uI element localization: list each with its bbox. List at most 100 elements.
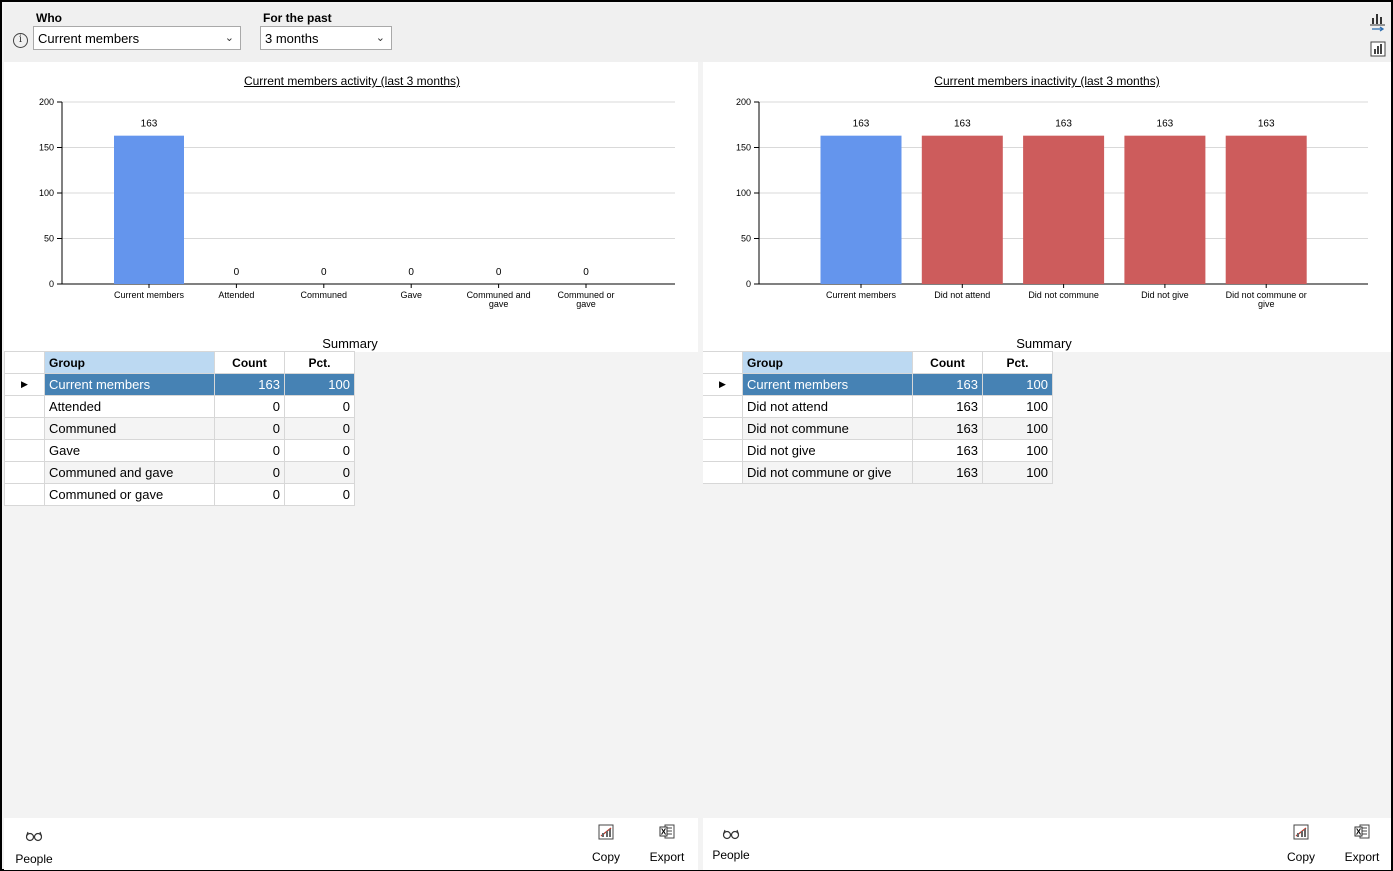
cell-pct[interactable]: 100 bbox=[284, 373, 355, 396]
right-people-button[interactable]: People bbox=[707, 818, 755, 862]
cell-pct[interactable]: 100 bbox=[982, 373, 1053, 396]
left-copy-button[interactable]: Copy bbox=[584, 818, 628, 864]
cell-pct[interactable]: 0 bbox=[284, 395, 355, 418]
row-header[interactable] bbox=[4, 483, 45, 506]
chart-swap-icon[interactable] bbox=[1369, 12, 1387, 32]
cell-group[interactable]: Communed or gave bbox=[44, 483, 215, 506]
who-select[interactable]: Current members ⌄ bbox=[33, 26, 241, 50]
x-tick-label: Did not give bbox=[1141, 290, 1189, 300]
cell-count[interactable]: 163 bbox=[912, 417, 983, 440]
cell-group[interactable]: Did not give bbox=[742, 439, 913, 462]
column-header-count[interactable]: Count bbox=[214, 351, 285, 374]
cell-pct[interactable]: 0 bbox=[284, 461, 355, 484]
table-row[interactable]: Did not commune 163 100 bbox=[702, 417, 1053, 440]
y-tick-label: 200 bbox=[39, 97, 54, 107]
table-row[interactable]: Did not give 163 100 bbox=[702, 439, 1053, 462]
x-tick-label: Current members bbox=[114, 290, 185, 300]
cell-count[interactable]: 163 bbox=[912, 439, 983, 462]
cell-pct[interactable]: 0 bbox=[284, 439, 355, 462]
cell-pct[interactable]: 100 bbox=[982, 439, 1053, 462]
data-label: 163 bbox=[141, 119, 158, 130]
cell-group[interactable]: Current members bbox=[44, 373, 215, 396]
cell-count[interactable]: 163 bbox=[214, 373, 285, 396]
left-people-button[interactable]: People bbox=[10, 818, 58, 866]
cell-group[interactable]: Did not commune bbox=[742, 417, 913, 440]
left-chart-title[interactable]: Current members activity (last 3 months) bbox=[243, 74, 461, 88]
row-header[interactable] bbox=[4, 395, 45, 418]
cell-count[interactable]: 0 bbox=[214, 439, 285, 462]
x-tick-label: Attended bbox=[218, 290, 254, 300]
row-header[interactable] bbox=[4, 461, 45, 484]
table-row[interactable]: Did not attend 163 100 bbox=[702, 395, 1053, 418]
cell-pct[interactable]: 100 bbox=[982, 395, 1053, 418]
column-header-group[interactable]: Group bbox=[44, 351, 215, 374]
y-tick-label: 200 bbox=[736, 97, 751, 107]
period-select[interactable]: 3 months ⌄ bbox=[260, 26, 392, 50]
table-row[interactable]: Communed 0 0 bbox=[4, 417, 355, 440]
chart-numbers-icon[interactable] bbox=[1370, 41, 1386, 57]
x-tick-label: Communed bbox=[301, 290, 348, 300]
right-export-button[interactable]: X Export bbox=[1339, 818, 1385, 864]
cell-group[interactable]: Current members bbox=[742, 373, 913, 396]
cell-group[interactable]: Did not attend bbox=[742, 395, 913, 418]
who-select-value: Current members bbox=[38, 31, 140, 46]
row-header[interactable] bbox=[4, 439, 45, 462]
cell-group[interactable]: Gave bbox=[44, 439, 215, 462]
cell-count[interactable]: 0 bbox=[214, 461, 285, 484]
y-tick-label: 150 bbox=[39, 143, 54, 153]
cell-count[interactable]: 163 bbox=[912, 373, 983, 396]
copy-label: Copy bbox=[1286, 850, 1315, 864]
svg-text:X: X bbox=[661, 828, 667, 837]
row-header[interactable] bbox=[702, 395, 743, 418]
panel-splitter[interactable] bbox=[698, 62, 703, 870]
table-row[interactable]: ▶ Current members 163 100 bbox=[4, 373, 355, 396]
cell-count[interactable]: 163 bbox=[912, 395, 983, 418]
left-summary-label: Summary bbox=[322, 336, 378, 351]
table-row[interactable]: Communed or gave 0 0 bbox=[4, 483, 355, 506]
row-header[interactable] bbox=[702, 461, 743, 484]
cell-group[interactable]: Attended bbox=[44, 395, 215, 418]
cell-count[interactable]: 0 bbox=[214, 483, 285, 506]
column-header-group[interactable]: Group bbox=[742, 351, 913, 374]
cell-count[interactable]: 163 bbox=[912, 461, 983, 484]
cell-group[interactable]: Did not commune or give bbox=[742, 461, 913, 484]
cell-count[interactable]: 0 bbox=[214, 395, 285, 418]
bar bbox=[1023, 135, 1105, 284]
table-row[interactable]: ▶ Current members 163 100 bbox=[702, 373, 1053, 396]
x-tick-label: gave bbox=[576, 299, 596, 309]
right-chart-title[interactable]: Current members inactivity (last 3 month… bbox=[934, 74, 1160, 88]
data-label: 0 bbox=[234, 267, 240, 278]
glasses-icon bbox=[722, 829, 740, 840]
column-header-pct[interactable]: Pct. bbox=[284, 351, 355, 374]
row-header[interactable] bbox=[702, 439, 743, 462]
cell-pct[interactable]: 100 bbox=[982, 417, 1053, 440]
cell-pct[interactable]: 100 bbox=[982, 461, 1053, 484]
table-row[interactable]: Gave 0 0 bbox=[4, 439, 355, 462]
column-header-pct[interactable]: Pct. bbox=[982, 351, 1053, 374]
excel-export-icon: X bbox=[1354, 824, 1370, 839]
info-icon[interactable]: i bbox=[13, 33, 28, 48]
table-row[interactable]: Did not commune or give 163 100 bbox=[702, 461, 1053, 484]
x-tick-label: Did not attend bbox=[934, 290, 990, 300]
cell-pct[interactable]: 0 bbox=[284, 417, 355, 440]
table-row[interactable]: Communed and gave 0 0 bbox=[4, 461, 355, 484]
row-header[interactable] bbox=[702, 417, 743, 440]
y-tick-label: 100 bbox=[39, 188, 54, 198]
table-row[interactable]: Attended 0 0 bbox=[4, 395, 355, 418]
y-tick-label: 50 bbox=[741, 234, 751, 244]
cell-count[interactable]: 0 bbox=[214, 417, 285, 440]
cell-group[interactable]: Communed bbox=[44, 417, 215, 440]
y-tick-label: 100 bbox=[736, 188, 751, 198]
data-label: 163 bbox=[1055, 119, 1072, 130]
y-tick-label: 0 bbox=[49, 279, 54, 289]
right-copy-button[interactable]: Copy bbox=[1279, 818, 1323, 864]
column-header-count[interactable]: Count bbox=[912, 351, 983, 374]
glasses-icon bbox=[25, 831, 43, 842]
chevron-down-icon: ⌄ bbox=[224, 32, 234, 44]
cell-pct[interactable]: 0 bbox=[284, 483, 355, 506]
cell-group[interactable]: Communed and gave bbox=[44, 461, 215, 484]
left-export-button[interactable]: X Export bbox=[644, 818, 690, 864]
row-header[interactable] bbox=[4, 417, 45, 440]
excel-export-icon: X bbox=[659, 824, 675, 839]
bar bbox=[921, 135, 1003, 284]
